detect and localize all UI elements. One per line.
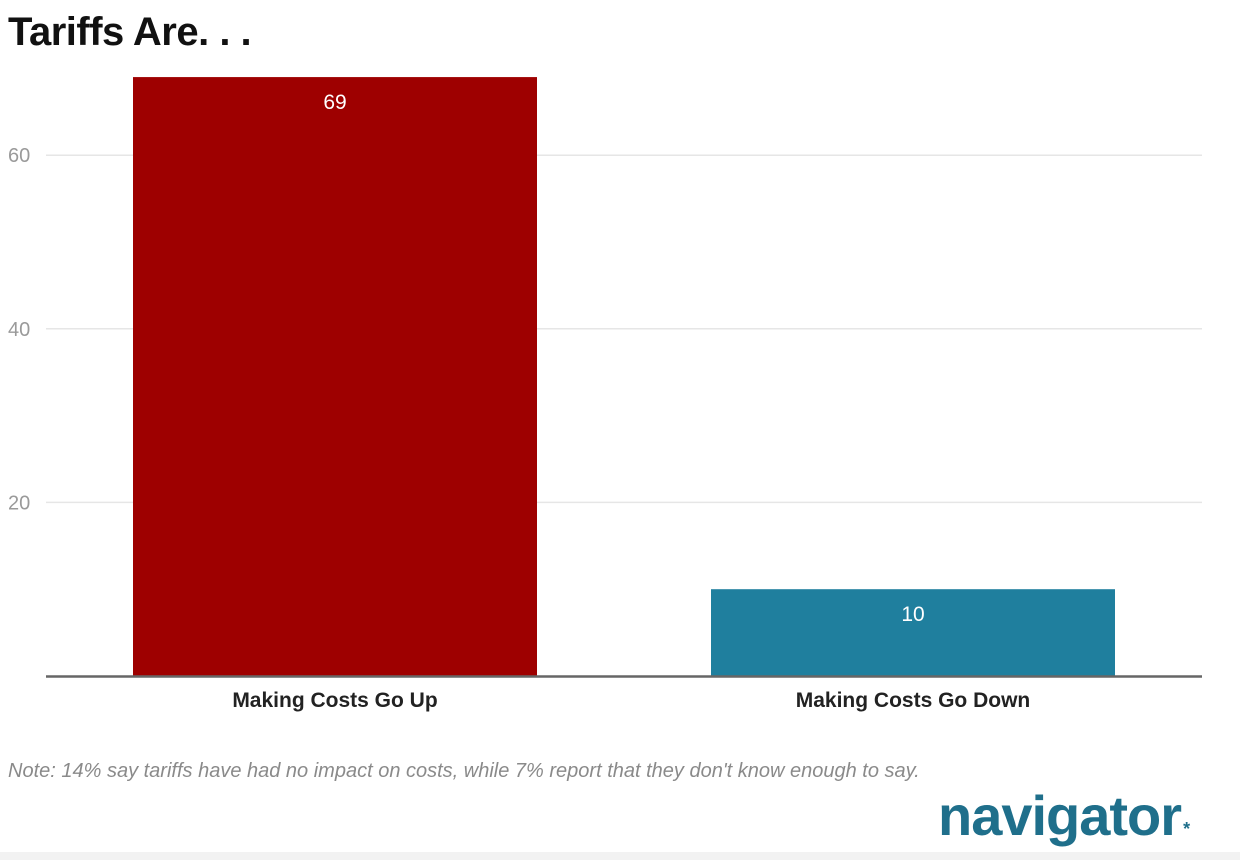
data-label: 69 bbox=[323, 91, 346, 114]
navigator-logo: navigator * bbox=[938, 788, 1190, 844]
x-category-label: Making Costs Go Down bbox=[796, 689, 1031, 712]
bar bbox=[133, 77, 537, 676]
logo-text: navigator bbox=[938, 784, 1182, 847]
y-tick-label: 60 bbox=[8, 145, 30, 167]
logo-star-icon: * bbox=[1183, 819, 1190, 839]
footer-divider bbox=[0, 852, 1240, 860]
chart-title: Tariffs Are. . . bbox=[8, 10, 252, 54]
x-category-label: Making Costs Go Up bbox=[232, 689, 437, 712]
bar bbox=[711, 589, 1115, 676]
bar-chart: 20 40 60 69 Making Costs Go Up 10 Making Costs… bbox=[8, 77, 1202, 712]
chart-note: Note: 14% say tariffs have had no impact… bbox=[8, 760, 920, 782]
y-tick-label: 40 bbox=[8, 319, 30, 341]
y-tick-label: 20 bbox=[8, 492, 30, 514]
data-label: 10 bbox=[901, 603, 924, 626]
